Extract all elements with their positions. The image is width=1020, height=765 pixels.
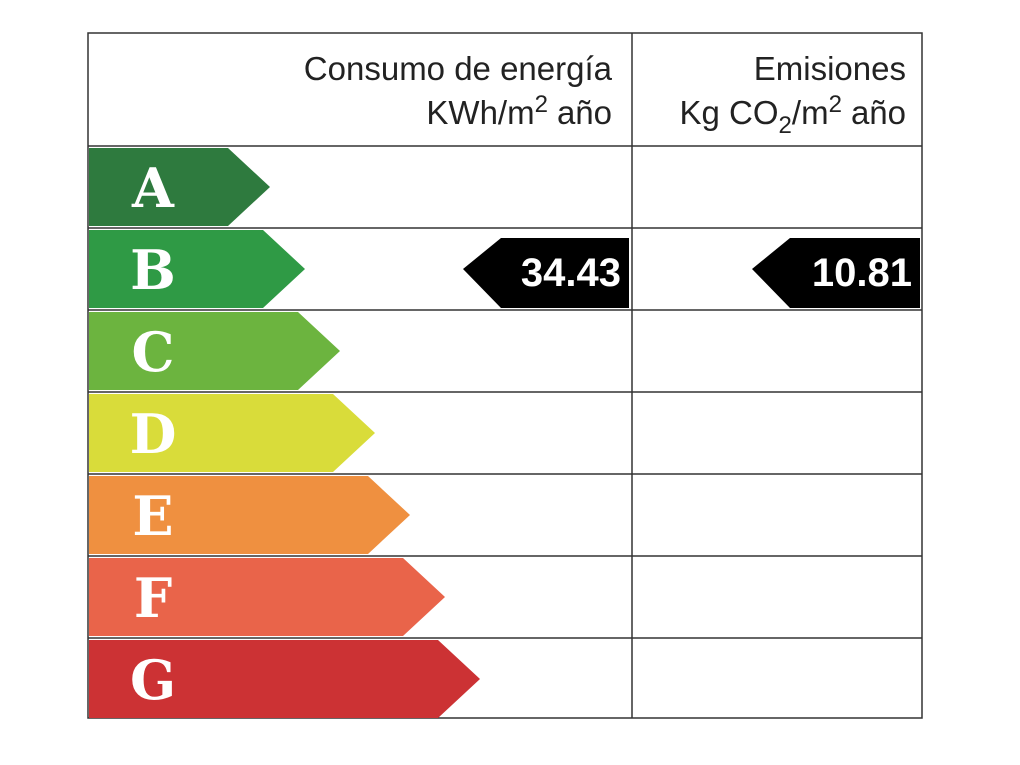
unit-part: Kg CO [680,94,779,131]
rating-letter: G [130,648,176,712]
unit-part: año [851,94,906,131]
rating-arrow [89,394,375,472]
rating-letter: F [134,566,172,630]
unit-part: /m [792,94,829,131]
rating-arrow [89,558,445,636]
rating-arrow [89,230,305,308]
emissions-title: Emisiones [754,50,906,87]
rating-letter: C [132,320,175,384]
rating-letter: B [130,238,176,302]
emissions-unit: Kg CO2/m2 año [680,91,907,139]
rating-letter: D [130,402,177,466]
energy-pointer [463,238,629,308]
rating-arrow [89,640,480,718]
rating-letter: A [131,156,175,220]
rating-letter: E [132,484,173,548]
rating-arrow [89,148,270,226]
energy-value: 34.43 [521,251,621,295]
unit-part: KWh/m [426,94,534,131]
energy-unit: KWh/m2 año [426,91,612,131]
rating-arrow [89,476,410,554]
unit-part: año [557,94,612,131]
rating-arrow [89,312,340,390]
emissions-value: 10.81 [812,251,912,295]
superscript: 2 [829,91,842,118]
superscript: 2 [535,91,548,118]
frame [87,32,923,719]
subscript: 2 [779,112,792,139]
energy-title: Consumo de energía [304,50,613,87]
emissions-pointer [752,238,920,308]
